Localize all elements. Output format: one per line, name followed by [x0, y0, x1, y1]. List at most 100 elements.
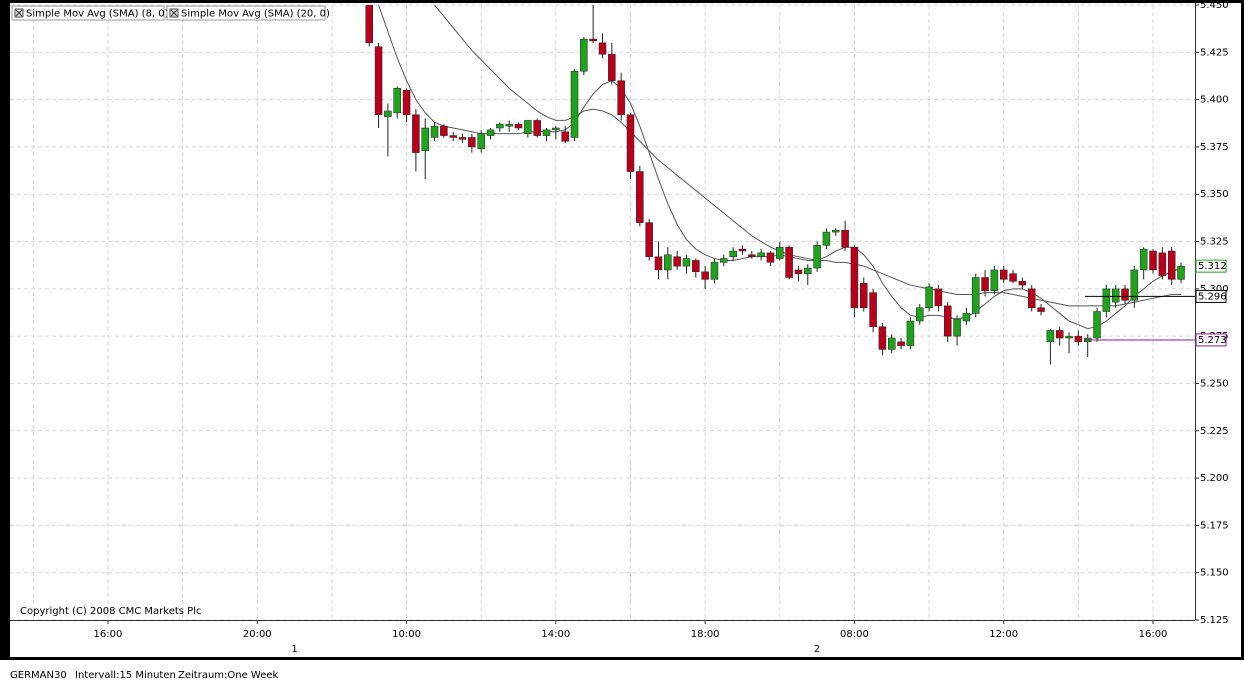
chart-background — [10, 3, 1241, 657]
candle-body — [468, 137, 476, 148]
candle-body — [449, 135, 457, 138]
candle-body — [421, 127, 429, 151]
plot-area — [365, 5, 1185, 365]
price-marker-box — [1195, 333, 1227, 347]
candle-body — [1121, 288, 1129, 301]
candle-body — [608, 53, 616, 81]
x-tick-label: 10:00 — [392, 629, 421, 640]
y-tick-label: 5.150 — [1200, 568, 1229, 579]
candle-body — [981, 277, 989, 291]
candle-body — [794, 269, 803, 274]
candle-body — [626, 114, 635, 172]
candle-body — [654, 256, 663, 271]
candle-body — [971, 277, 980, 314]
candle-body — [1018, 281, 1027, 286]
candle-body — [943, 305, 952, 337]
candle-body — [570, 70, 579, 138]
candle-body — [990, 269, 999, 291]
candle-body — [542, 129, 551, 136]
sma-line — [434, 5, 1181, 307]
candle-body — [1167, 250, 1176, 280]
y-tick-label: 5.125 — [1200, 615, 1229, 626]
candle-body — [878, 326, 887, 350]
candle-body — [692, 260, 700, 273]
x-tick-label: 16:00 — [1139, 629, 1168, 640]
legend-checkbox-mark — [170, 9, 178, 17]
candle-body — [374, 46, 383, 116]
candle-body — [430, 125, 439, 138]
candle-body — [729, 250, 737, 257]
price-marker-box — [1195, 289, 1227, 303]
candle-body — [1065, 335, 1073, 339]
candle-body — [458, 137, 467, 140]
candle-body — [580, 38, 588, 72]
candle-body — [486, 129, 495, 136]
candle-body — [860, 282, 868, 309]
candle-body — [841, 229, 849, 248]
candle-body — [915, 307, 924, 322]
candle-body — [598, 42, 607, 55]
candle-body — [514, 123, 523, 129]
y-tick-label: 5.300 — [1200, 284, 1229, 295]
candle-body — [393, 88, 401, 114]
candle-body — [645, 222, 653, 257]
legend-checkbox-mark — [15, 9, 23, 17]
y-tick-label: 5.200 — [1200, 473, 1229, 484]
candle-body — [822, 231, 831, 246]
y-tick-label: 5.325 — [1200, 237, 1229, 248]
x-tick-label: 20:00 — [243, 629, 272, 640]
legend-entry: Simple Mov Avg (SMA) (8, 0) — [26, 9, 169, 20]
x-tick-label: 18:00 — [691, 629, 720, 640]
candle-body — [664, 254, 672, 271]
x-tick-label: 12:00 — [989, 629, 1018, 640]
legend: Simple Mov Avg (SMA) (8, 0) Simple Mov A… — [11, 5, 330, 21]
candle-body — [1111, 288, 1120, 303]
candle-body — [850, 246, 859, 309]
legend-entry: Simple Mov Avg (SMA) (20, 0) — [181, 9, 330, 20]
candle-body — [1009, 273, 1017, 282]
candle-body — [384, 110, 392, 117]
candle-body — [402, 89, 411, 116]
candle-body — [477, 133, 485, 150]
candle-body — [617, 80, 625, 116]
candle-body — [962, 313, 971, 322]
candle-body — [888, 337, 896, 350]
candle-body — [505, 123, 513, 127]
candle-body — [720, 258, 728, 263]
candle-body — [869, 292, 877, 327]
candle-body — [412, 114, 420, 153]
status-period: Zeitraum:One Week — [178, 670, 279, 681]
x-tick-label: 14:00 — [541, 629, 570, 640]
candle-body — [1130, 269, 1139, 301]
price-marker-label: 5.312 — [1198, 261, 1227, 272]
candle-body — [1037, 307, 1045, 312]
y-tick-label: 5.375 — [1200, 142, 1229, 153]
date-label: 2 — [814, 644, 820, 655]
candle-body — [738, 248, 747, 252]
candle-body — [552, 127, 560, 131]
status-symbol: GERMAN30 — [10, 670, 67, 681]
candle-body — [1139, 248, 1148, 271]
candle-body — [832, 229, 840, 233]
candle-body — [365, 5, 373, 44]
date-label: 1 — [291, 644, 297, 655]
candle-body — [748, 254, 756, 257]
candle-body — [1149, 250, 1157, 271]
candle-body — [1074, 335, 1083, 343]
axes: 5.4505.4255.4005.3755.3505.3255.3005.275… — [94, 0, 1229, 655]
candle-body — [1046, 330, 1055, 343]
candle-body — [1158, 252, 1167, 276]
candle-body — [1102, 288, 1111, 312]
price-marker-label: 5.296 — [1198, 291, 1227, 302]
y-tick-label: 5.250 — [1200, 378, 1229, 389]
grid — [10, 4, 1195, 621]
candle-body — [673, 256, 681, 267]
legend-box — [166, 5, 326, 21]
candle-body — [813, 245, 821, 269]
y-tick-label: 5.175 — [1200, 520, 1229, 531]
x-tick-label: 16:00 — [94, 629, 123, 640]
legend-box — [11, 5, 165, 21]
x-tick-label: 08:00 — [840, 629, 869, 640]
candle-body — [636, 171, 644, 223]
